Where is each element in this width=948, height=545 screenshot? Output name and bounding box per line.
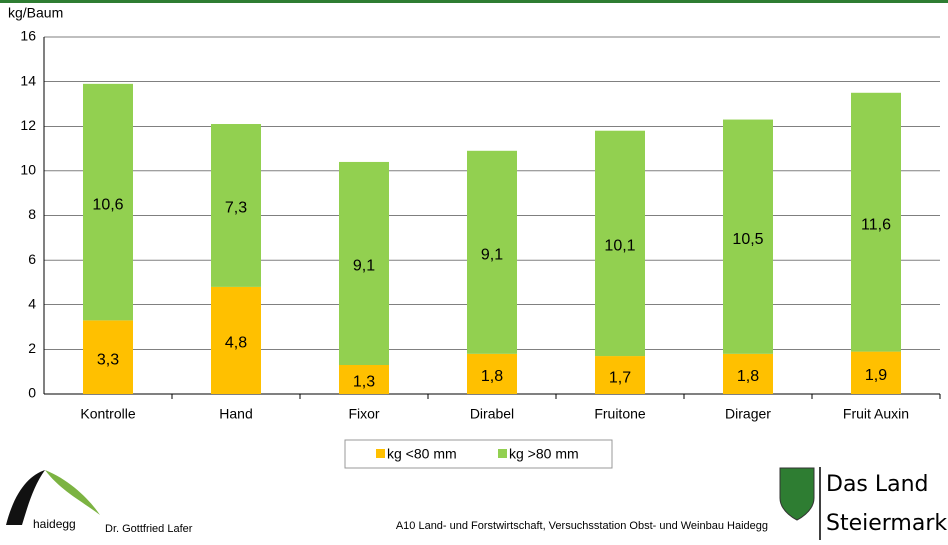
x-tick-label: Kontrolle <box>80 406 135 422</box>
brand-line1: Das Land <box>826 472 929 497</box>
legend-box <box>344 439 613 469</box>
y-tick-label: 14 <box>20 72 36 88</box>
legend-swatch <box>498 449 507 458</box>
brand-line2: Steiermark <box>826 511 947 536</box>
data-label: 9,1 <box>353 258 375 275</box>
data-label: 1,7 <box>609 369 631 386</box>
bar-segment <box>211 124 261 287</box>
data-label: 7,3 <box>225 200 247 217</box>
coat-of-arms <box>779 467 815 521</box>
bar-segment <box>83 320 133 394</box>
data-label: 1,3 <box>353 374 375 391</box>
y-axis-label: kg/Baum <box>8 5 63 21</box>
data-label: 10,5 <box>732 231 763 248</box>
bar-segment <box>467 353 517 394</box>
bar-segment <box>83 83 133 321</box>
y-tick-label: 4 <box>28 295 36 311</box>
data-label: 9,1 <box>481 247 503 264</box>
data-label: 1,8 <box>737 368 759 385</box>
data-label: 10,6 <box>92 196 123 213</box>
top-border <box>0 0 948 3</box>
footer-author: Dr. Gottfried Lafer <box>105 523 193 535</box>
footer-institution: A10 Land- und Forstwirtschaft, Versuchss… <box>396 520 768 532</box>
bar-segment <box>851 351 901 394</box>
x-tick-label: Hand <box>219 406 252 422</box>
logo-shape <box>6 470 45 525</box>
data-label: 1,9 <box>865 367 887 384</box>
legend-swatch <box>376 449 385 458</box>
bar-segment <box>851 92 901 352</box>
y-tick-label: 8 <box>28 206 36 222</box>
footer-logo: haidegg <box>33 517 76 531</box>
y-tick-label: 16 <box>20 28 36 44</box>
bar-segment <box>595 130 645 357</box>
data-label: 4,8 <box>225 335 247 352</box>
y-tick-label: 0 <box>28 385 36 401</box>
y-tick-label: 6 <box>28 251 36 267</box>
bar-segment <box>595 356 645 394</box>
bar-segment <box>723 119 773 354</box>
data-label: 10,1 <box>604 238 635 255</box>
y-tick-label: 2 <box>28 340 36 356</box>
legend-label: kg <80 mm <box>387 446 457 462</box>
data-label: 3,3 <box>97 351 119 368</box>
bar-segment <box>339 161 389 365</box>
x-tick-label: Dirager <box>725 406 771 422</box>
bar-segment <box>211 286 261 394</box>
data-label: 11,6 <box>861 216 891 233</box>
x-tick-label: Fixor <box>348 406 379 422</box>
y-tick-label: 12 <box>20 117 36 133</box>
x-tick-label: Dirabel <box>470 406 514 422</box>
x-tick-label: Fruit Auxin <box>843 406 909 422</box>
bar-segment <box>467 150 517 354</box>
y-tick-label: 10 <box>20 162 36 178</box>
legend-label: kg >80 mm <box>509 446 579 462</box>
legend-frame <box>344 439 613 469</box>
bar-segment <box>723 353 773 394</box>
bar-segment <box>339 364 389 394</box>
data-label: 1,8 <box>481 368 503 385</box>
x-tick-label: Fruitone <box>594 406 646 422</box>
logo-leaf <box>45 470 100 515</box>
